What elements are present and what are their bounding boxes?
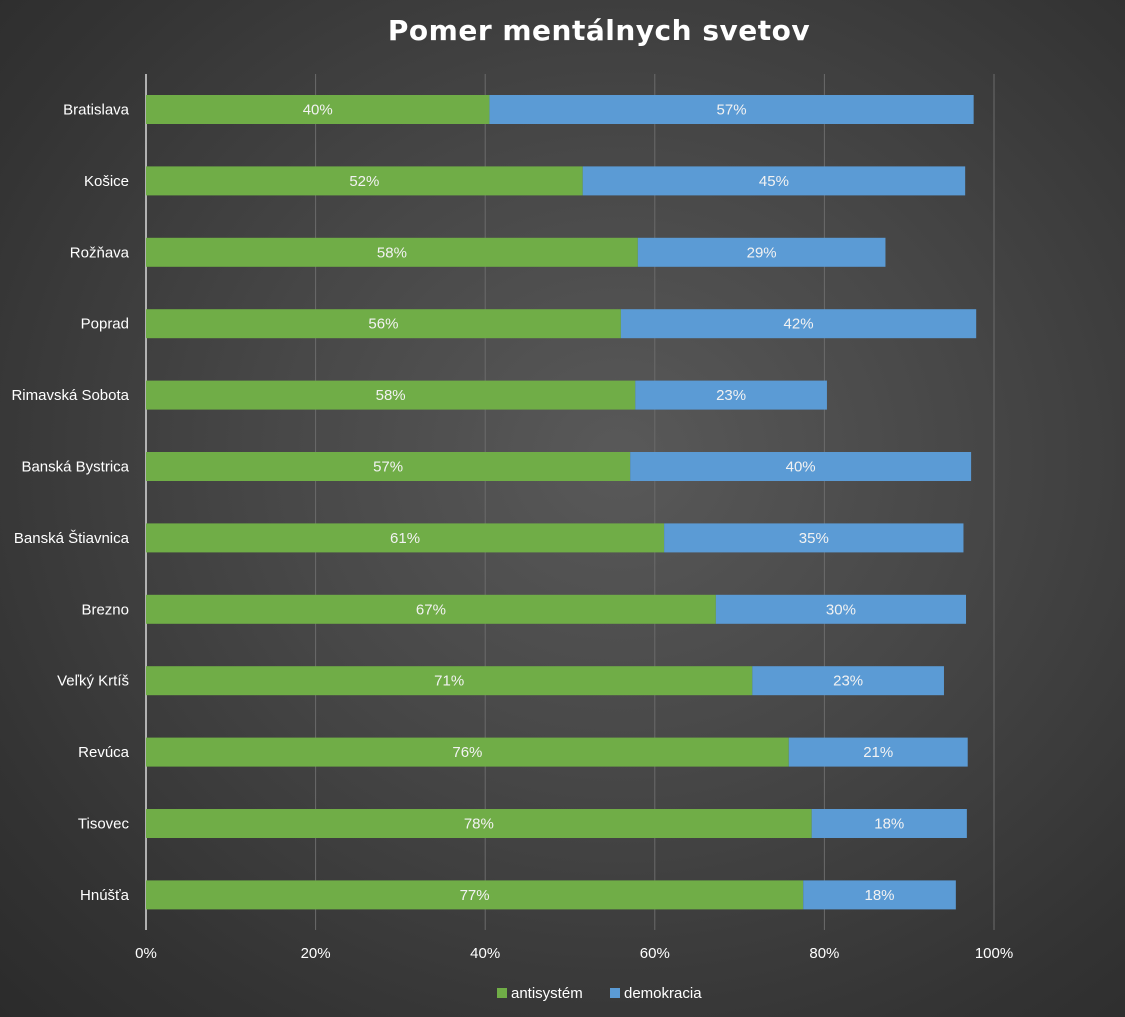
category-label: Brezno (81, 601, 129, 618)
x-tick-label: 0% (135, 945, 157, 962)
data-label: 40% (786, 459, 816, 476)
x-tick-label: 40% (470, 945, 500, 962)
x-tick-label: 60% (640, 945, 670, 962)
x-axis-tick-labels: 0% 20% 40% 60% 80% 100% (135, 945, 1013, 962)
bar-antisystém (146, 166, 583, 196)
data-label: 18% (865, 887, 895, 904)
bar-demokracia (811, 809, 967, 838)
bar-demokracia (752, 666, 944, 696)
data-label: 29% (747, 244, 777, 261)
legend-swatch (497, 988, 507, 998)
legend: antisystém demokracia (497, 985, 702, 1002)
bars: 40% 57% 52% 45% 58% 29% 56% 42% 58% 23% 57% 40% 61% 3… (146, 95, 977, 910)
data-label: 58% (376, 387, 406, 404)
bar-demokracia (664, 523, 964, 553)
data-label: 67% (416, 601, 446, 618)
x-tick-label: 20% (301, 945, 331, 962)
category-label: Banská Bystrica (21, 459, 129, 476)
category-label: Revúca (78, 744, 130, 761)
bar-demokracia (788, 737, 968, 767)
bar-antisystém (146, 452, 631, 481)
bar-demokracia (635, 380, 827, 410)
data-label: 23% (716, 387, 746, 404)
data-label: 45% (759, 173, 789, 190)
data-label: 57% (373, 459, 403, 476)
category-label: Rožňava (70, 244, 130, 261)
category-label: Hnúšťa (80, 887, 130, 904)
legend-label: demokracia (624, 985, 702, 1002)
bar-antisystém (146, 380, 636, 410)
data-label: 35% (799, 530, 829, 547)
bar-antisystém (146, 309, 621, 339)
bar-antisystém (146, 809, 812, 838)
data-label: 56% (368, 316, 398, 333)
data-label: 76% (452, 744, 482, 761)
bar-demokracia (489, 95, 974, 124)
category-label: Veľký Krtíš (57, 673, 129, 690)
bar-demokracia (637, 237, 886, 267)
category-label: Poprad (81, 316, 129, 333)
data-label: 21% (863, 744, 893, 761)
bar-antisystém (146, 95, 490, 124)
category-label: Rimavská Sobota (11, 387, 129, 404)
category-label: Bratislava (63, 102, 130, 119)
bar-antisystém (146, 666, 753, 696)
data-label: 40% (303, 102, 333, 119)
data-label: 42% (784, 316, 814, 333)
legend-swatch (610, 988, 620, 998)
bar-antisystém (146, 523, 665, 553)
bar-antisystém (146, 594, 716, 624)
x-tick-label: 100% (975, 945, 1013, 962)
data-label: 30% (826, 601, 856, 618)
bar-antisystém (146, 237, 638, 267)
x-tick-label: 80% (809, 945, 839, 962)
category-label: Banská Štiavnica (14, 530, 130, 547)
data-label: 18% (874, 816, 904, 833)
data-label: 52% (349, 173, 379, 190)
category-labels: Bratislava Košice Rožňava Poprad Rimavská So… (11, 102, 129, 904)
bar-demokracia (803, 880, 956, 910)
category-label: Tisovec (78, 816, 130, 833)
gridlines (145, 74, 995, 930)
data-label: 78% (464, 816, 494, 833)
chart-title: Pomer mentálnych svetov (388, 14, 810, 47)
bar-demokracia (715, 594, 967, 624)
data-label: 77% (460, 887, 490, 904)
data-label: 57% (717, 102, 747, 119)
bar-demokracia (620, 309, 977, 339)
category-label: Košice (84, 173, 129, 190)
bar-antisystém (146, 880, 804, 910)
bar-demokracia (630, 452, 972, 481)
data-label: 58% (377, 244, 407, 261)
bar-antisystém (146, 737, 789, 767)
data-label: 71% (434, 673, 464, 690)
data-label: 61% (390, 530, 420, 547)
legend-label: antisystém (511, 985, 583, 1002)
data-label: 23% (833, 673, 863, 690)
bar-demokracia (582, 166, 966, 196)
